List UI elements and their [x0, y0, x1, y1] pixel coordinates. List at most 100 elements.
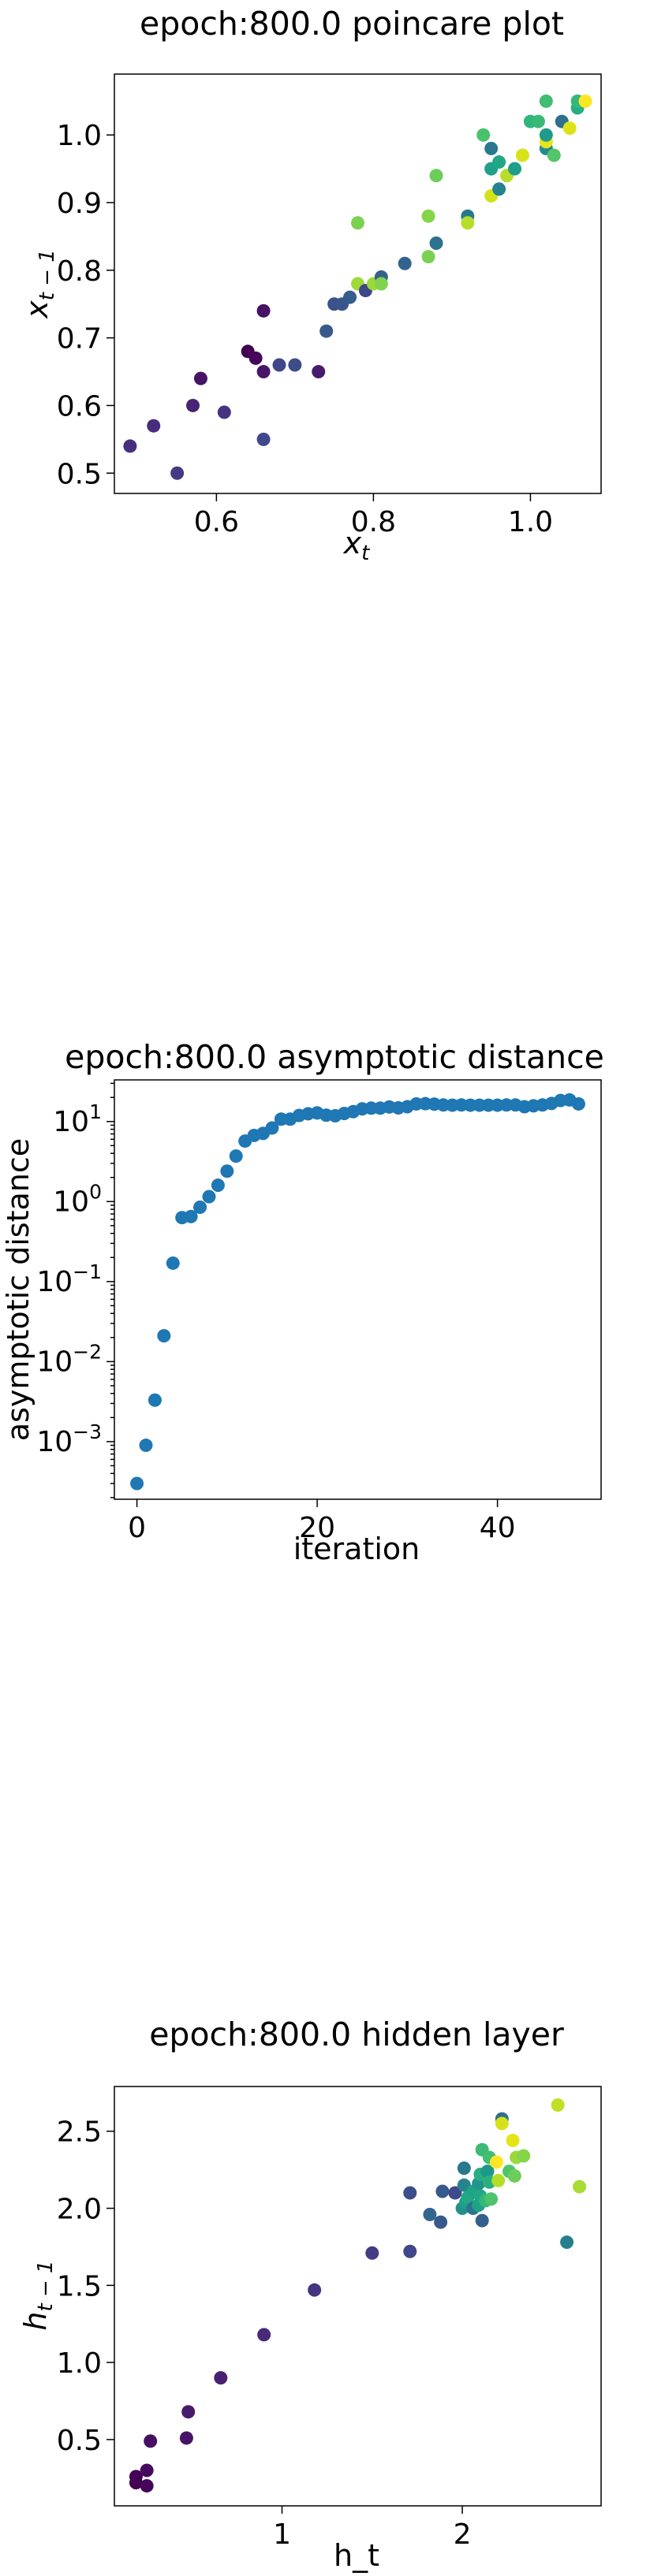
scatter-point [517, 2149, 531, 2163]
scatter-point [434, 2215, 448, 2229]
scatter-point [214, 2371, 228, 2385]
y-tick-label: 10−1 [36, 1260, 102, 1298]
scatter-point [193, 371, 207, 385]
scatter-point [184, 1209, 198, 1223]
scatter-point [403, 2186, 417, 2200]
scatter-point [507, 2168, 521, 2183]
x-tick-label: 1.0 [508, 506, 553, 538]
scatter-point [351, 216, 364, 230]
y-tick-exponent: −1 [73, 1260, 102, 1283]
scatter-point [193, 1200, 207, 1214]
scatter-point [248, 351, 263, 365]
poincare-plot-chart: epoch:800.0 poincare plot 0.6 0.8 1.0 0.5 0… [20, 5, 602, 565]
scatter-point [448, 2186, 462, 2200]
scatter-point [457, 2161, 471, 2176]
y-tick-exponent: 0 [89, 1180, 102, 1203]
scatter-point [265, 1121, 279, 1135]
plot-frame [114, 1079, 602, 1500]
y-axis-label: asymptotic distance [1, 1138, 35, 1441]
scatter-point [421, 250, 435, 264]
scatter-point [421, 209, 435, 223]
scatter-point [539, 128, 553, 142]
x-tick-label: 2 [454, 2518, 472, 2551]
scatter-point [429, 236, 443, 251]
y-tick-base: 10 [53, 1186, 89, 1218]
y-tick-label: 1.0 [57, 2347, 102, 2380]
scatter-point [211, 1178, 225, 1193]
scatter-point [578, 94, 592, 108]
scatter-point [461, 216, 475, 230]
scatter-point [148, 1393, 162, 1407]
plot-frame [114, 73, 602, 494]
x-tick-label: 0.8 [351, 506, 396, 538]
scatter-point [429, 169, 443, 183]
scatter-point [492, 182, 506, 196]
y-tick-label: 2.0 [57, 2194, 102, 2226]
asymptotic-distance-chart: epoch:800.0 asymptotic distance 0 20 40 10… [1, 1038, 604, 1566]
y-tick-label: 0.7 [57, 323, 102, 356]
x-axis-label: h_t [334, 2538, 379, 2573]
y-tick-label: 1.0 [57, 120, 102, 152]
y-tick-label: 0.8 [57, 255, 102, 288]
y-axis-label: xt − 1 [20, 249, 59, 319]
scatter-point [140, 2463, 154, 2477]
scatter-point [272, 358, 286, 372]
scatter-point [144, 2434, 158, 2448]
x-tick-label: 0.6 [194, 506, 239, 538]
scatter-point [129, 2470, 143, 2484]
scatter-point [484, 2192, 499, 2206]
y-tick-label: 101 [53, 1100, 102, 1138]
scatter-point [539, 94, 553, 108]
scatter-point [365, 2246, 379, 2260]
scatter-point [147, 419, 161, 433]
y-axis-label: ht − 1 [18, 2260, 58, 2330]
scatter-point [202, 1189, 216, 1204]
y-tick-base: 10 [36, 1426, 73, 1458]
scatter-point [398, 256, 412, 270]
y-tick-label: 0.9 [57, 188, 102, 220]
scatter-point [403, 2244, 417, 2258]
scatter-point [435, 2184, 450, 2198]
scatter-point [130, 1476, 144, 1491]
x-tick-label: 0 [128, 1512, 146, 1544]
scatter-point [170, 466, 185, 480]
scatter-point [475, 2213, 489, 2228]
y-tick-label: 1.5 [57, 2270, 102, 2302]
scatter-point [531, 114, 545, 128]
scatter-point [229, 1149, 243, 1163]
scatter-point [256, 365, 271, 379]
scatter-point [186, 398, 200, 412]
scatter-point [573, 2180, 587, 2194]
scatter-point [179, 2431, 193, 2445]
scatter-point [256, 432, 271, 446]
scatter-point [562, 121, 577, 136]
scatter-point [157, 1329, 171, 1343]
y-tick-label: 2.5 [57, 2116, 102, 2149]
scatter-point [123, 439, 137, 453]
scatter-point [220, 1164, 234, 1178]
scatter-point [181, 2405, 196, 2419]
scatter-point [491, 2173, 506, 2187]
scatter-point [484, 141, 499, 155]
y-tick-exponent: 1 [89, 1100, 102, 1123]
scatter-point [489, 2155, 503, 2169]
scatter-point [480, 2165, 495, 2179]
scatter-point [312, 365, 326, 379]
y-tick-label: 0.5 [57, 2425, 102, 2457]
y-tick-label: 0.6 [57, 390, 102, 423]
x-tick-label: 1 [273, 2518, 291, 2551]
y-tick-exponent: −2 [73, 1340, 102, 1363]
scatter-point [476, 128, 491, 142]
scatter-point [139, 1439, 153, 1453]
scatter-point [319, 324, 334, 338]
x-tick-label: 40 [480, 1512, 516, 1544]
scatter-point [571, 1096, 585, 1111]
scatter-point [492, 155, 506, 169]
chart-title: epoch:800.0 poincare plot [140, 5, 564, 43]
scatter-point [495, 2116, 509, 2131]
scatter-point [288, 358, 302, 372]
scatter-point [423, 2207, 437, 2221]
scatter-point [551, 2098, 565, 2112]
scatter-point [166, 1256, 180, 1270]
y-tick-base: 10 [36, 1346, 73, 1378]
